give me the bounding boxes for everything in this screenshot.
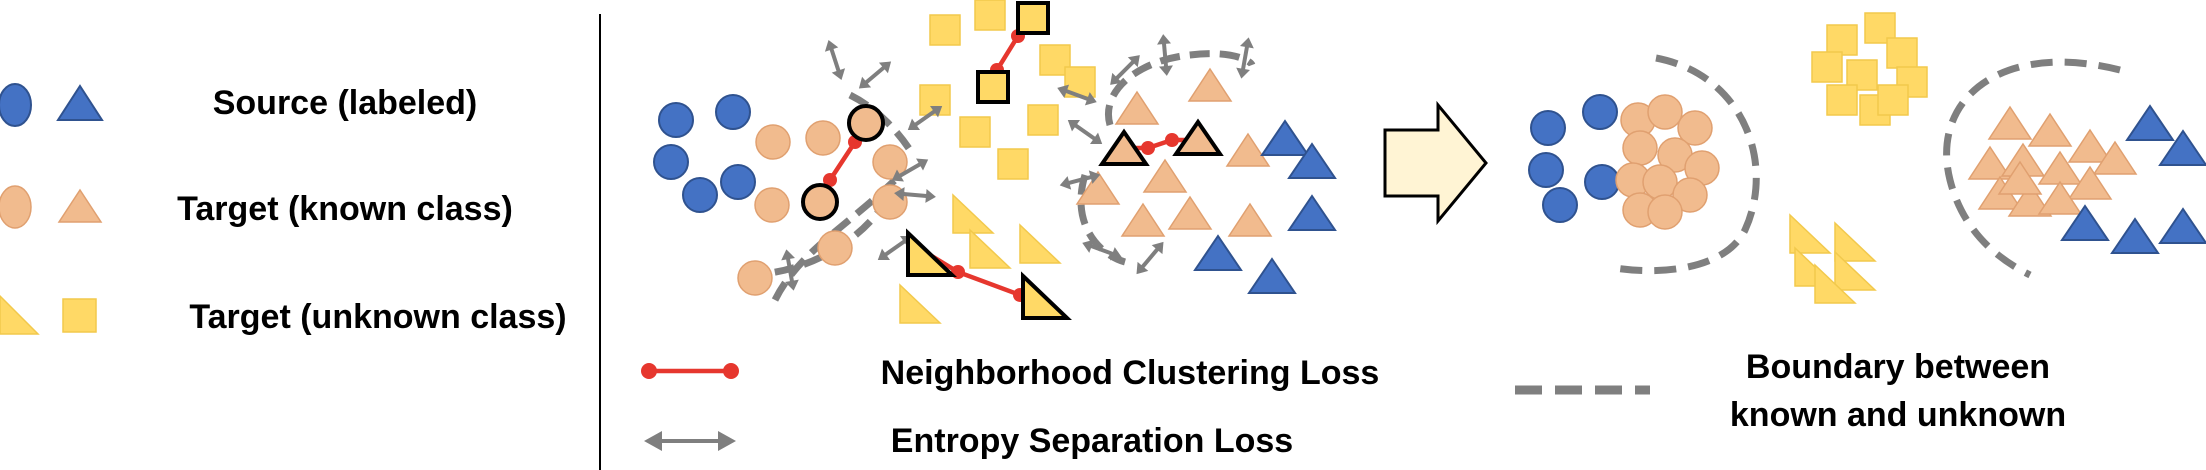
target-known-triangle <box>1168 196 1212 230</box>
target-known-triangle-icon <box>57 188 103 223</box>
target-unknown-wedge <box>1834 222 1876 262</box>
target-unknown-square-icon <box>62 298 97 333</box>
target-known-triangle <box>1188 68 1232 102</box>
target-unknown-wedge <box>1789 214 1831 254</box>
target-known-triangle <box>1228 203 1272 237</box>
target-known-triangle <box>2028 113 2072 147</box>
neighborhood-loss-label: Neighborhood Clustering Loss <box>881 354 1380 392</box>
target-known-triangle <box>1115 91 1159 125</box>
target-unknown-wedge <box>899 284 941 324</box>
target-known-circle <box>737 260 773 296</box>
target-unknown-square <box>974 0 1006 31</box>
entropy-double-arrow-icon <box>1129 235 1171 281</box>
source-triangle <box>2111 218 2159 254</box>
target-unknown-wedge <box>1019 224 1061 264</box>
middle-scatter <box>653 0 1336 324</box>
dashed-arc-left-top <box>848 91 913 152</box>
source-triangle-icon <box>56 84 104 121</box>
target-known-circle <box>1622 130 1658 166</box>
entropy-double-arrow-icon <box>852 54 898 96</box>
source-circle <box>1584 164 1620 200</box>
highlighted-known-circle <box>847 104 885 142</box>
source-circle <box>720 164 756 200</box>
target-known-circle <box>1642 164 1678 200</box>
source-triangle <box>2126 105 2174 141</box>
source-circle <box>1582 94 1618 130</box>
target-known-circle <box>755 124 791 160</box>
source-triangle <box>1194 235 1242 271</box>
highlighted-known-circle <box>801 183 839 221</box>
highlighted-unknown-square <box>1016 1 1050 35</box>
transition-arrow-icon <box>1383 100 1488 226</box>
target-known-circle-icon <box>0 185 32 229</box>
source-circle <box>653 144 689 180</box>
source-circle-icon <box>0 83 32 127</box>
source-circle <box>658 102 694 138</box>
boundary-arc-triangles <box>1943 58 2121 279</box>
source-circle <box>682 177 718 213</box>
target-unknown-wedge-icon <box>0 294 40 335</box>
target-known-circle <box>805 120 841 156</box>
source-circle <box>715 94 751 130</box>
highlighted-unknown-square <box>976 70 1010 104</box>
target-known-triangle <box>1988 106 2032 140</box>
highlighted-unknown-wedge <box>1021 274 1069 320</box>
target-known-circle <box>1647 194 1683 230</box>
target-known-circle <box>817 230 853 266</box>
source-circle <box>1530 110 1566 146</box>
source-triangle <box>1288 195 1336 231</box>
target-unknown-wedge <box>952 194 994 234</box>
source-triangle <box>2159 208 2206 244</box>
target-unknown-square <box>1826 84 1858 116</box>
target-known-triangle <box>1143 159 1187 193</box>
source-triangle <box>1248 258 1296 294</box>
dashed-arc-right-bottom <box>1077 173 1127 266</box>
target-known-circle <box>1647 94 1683 130</box>
target-unknown-square <box>1877 84 1909 116</box>
target-unknown-square <box>929 14 961 46</box>
boundary-arc-circles <box>1614 54 1760 275</box>
boundary-label-line2: known and unknown <box>1730 396 2066 434</box>
legend-target-unknown-label: Target (unknown class) <box>189 298 566 336</box>
target-unknown-wedge <box>969 229 1011 269</box>
legend-source-label: Source (labeled) <box>213 84 478 122</box>
entropy-double-arrow-icon <box>819 35 851 85</box>
target-unknown-square <box>997 148 1029 180</box>
target-known-triangle <box>1226 133 1270 167</box>
entropy-arrow-icon <box>644 431 736 451</box>
source-triangle <box>1261 120 1309 156</box>
nc-endpoint-icon <box>723 363 739 379</box>
nc-endpoint-icon <box>641 363 657 379</box>
source-circle <box>1542 187 1578 223</box>
target-unknown-square <box>1027 104 1059 136</box>
entropy-double-arrow-icon <box>1061 112 1109 152</box>
target-known-triangle <box>1121 203 1165 237</box>
target-unknown-square <box>1826 24 1858 56</box>
loss-legend: Neighborhood Clustering Loss Entropy Sep… <box>641 354 1379 460</box>
target-unknown-square <box>959 116 991 148</box>
target-known-circle <box>754 187 790 223</box>
entropy-loss-label: Entropy Separation Loss <box>891 422 1293 460</box>
target-unknown-square <box>1886 37 1918 69</box>
legend-panel: Source (labeled) Target (known class) Ta… <box>0 83 567 336</box>
source-circle <box>1528 152 1564 188</box>
legend-target-known-label: Target (known class) <box>177 190 513 228</box>
highlighted-unknown-wedge <box>906 231 954 277</box>
target-unknown-square <box>1811 51 1843 83</box>
right-scatter <box>1528 12 2206 304</box>
boundary-label-line1: Boundary between <box>1746 348 2050 386</box>
